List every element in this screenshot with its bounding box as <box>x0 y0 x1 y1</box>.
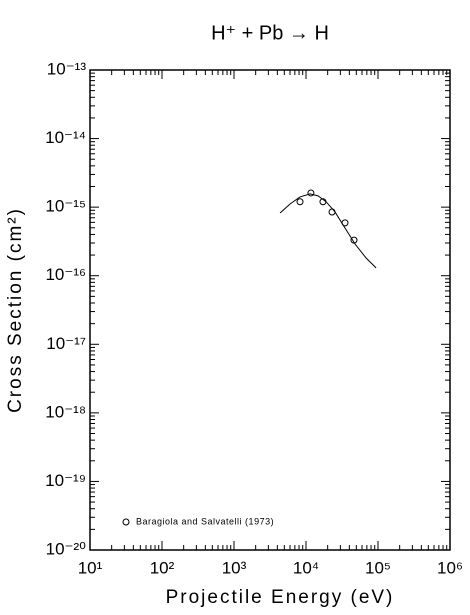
legend-marker <box>122 518 130 526</box>
x-tick-label: 10⁵ <box>365 558 391 577</box>
x-tick-label: 10² <box>150 558 175 577</box>
y-tick-label: 10⁻¹⁴ <box>45 128 86 147</box>
y-axis-label: Cross Section (cm²) <box>5 207 26 413</box>
x-tick-label: 10⁶ <box>437 558 463 577</box>
y-tick-label: 10⁻¹⁹ <box>45 471 86 490</box>
y-tick-label: 10⁻²⁰ <box>46 539 87 558</box>
x-tick-label: 10⁴ <box>293 558 319 577</box>
x-axis-label: Projectile Energy (eV) <box>166 587 395 608</box>
legend-label: Baragiola and Salvatelli (1973) <box>136 516 274 526</box>
y-tick-label: 10⁻¹⁷ <box>46 334 86 353</box>
data-point <box>328 208 336 216</box>
y-tick-label: 10⁻¹⁵ <box>45 197 86 216</box>
data-point <box>296 198 304 206</box>
y-tick-label: 10⁻¹³ <box>47 59 87 78</box>
y-tick-label: 10⁻¹⁶ <box>45 265 86 284</box>
plot-frame <box>89 69 451 551</box>
x-tick-label: 10¹ <box>78 558 103 577</box>
x-tick-label: 10³ <box>222 558 247 577</box>
chart-title: H⁺ + Pb → H <box>211 22 329 44</box>
fit-line <box>279 193 377 269</box>
y-tick-label: 10⁻¹⁸ <box>45 402 86 421</box>
data-point <box>307 189 315 197</box>
